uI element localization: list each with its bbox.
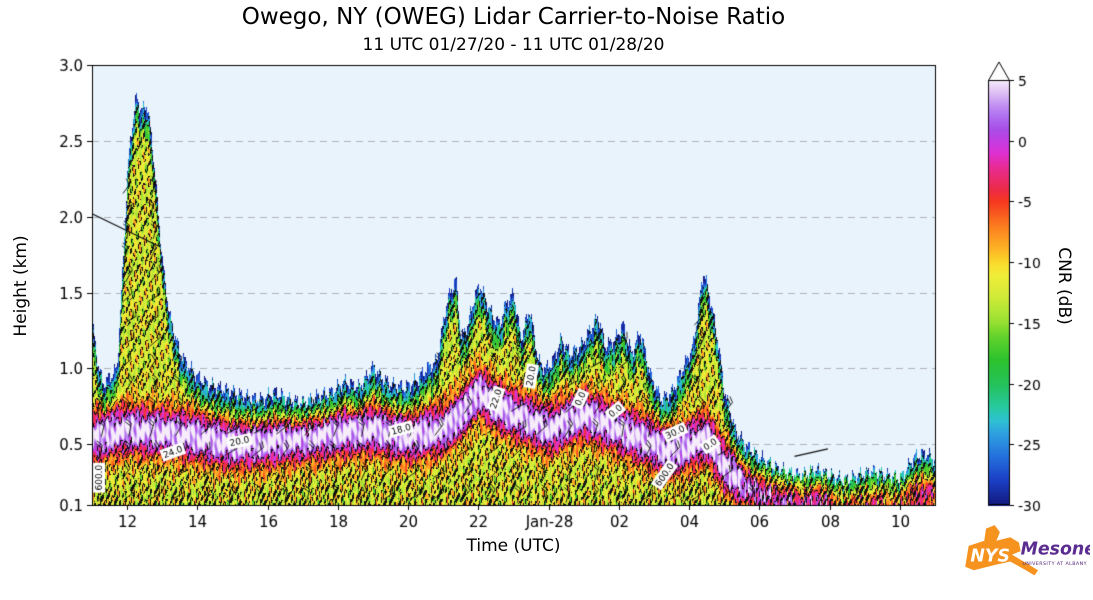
logo-mesonet-text: Mesonet — [1021, 540, 1090, 560]
nysmesonet-logo-svg: NYS Mesonet UNIVERSITY AT ALBANY — [965, 525, 1093, 576]
y-axis-label: Height (km) — [11, 235, 31, 337]
ny-state-shape-icon — [965, 525, 1038, 576]
logo-nys-text: NYS — [970, 547, 1010, 567]
chart-title: Owego, NY (OWEG) Lidar Carrier-to-Noise … — [241, 4, 786, 30]
logo-tagline-text: UNIVERSITY AT ALBANY — [1022, 561, 1087, 567]
chart-subtitle: 11 UTC 01/27/20 - 11 UTC 01/28/20 — [362, 35, 665, 55]
x-axis-label: Time (UTC) — [466, 536, 561, 556]
colorbar-label: CNR (dB) — [1054, 247, 1074, 325]
nysmesonet-logo: NYS Mesonet UNIVERSITY AT ALBANY — [960, 516, 1093, 588]
